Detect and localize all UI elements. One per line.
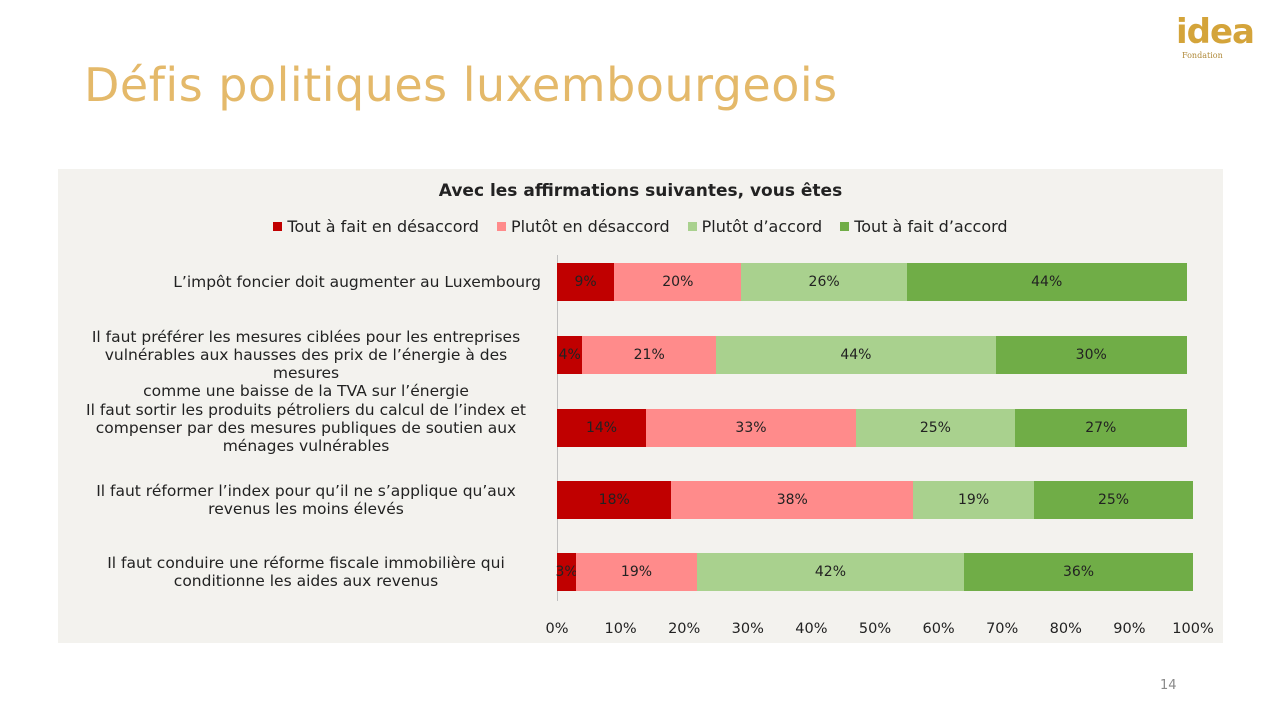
page-number: 14 [1160, 678, 1177, 693]
data-label: 20% [662, 274, 694, 290]
bar-segment: 25% [1034, 481, 1193, 519]
bar-segment: 19% [913, 481, 1034, 519]
data-label: 14% [585, 420, 618, 436]
legend-item: Plutôt en désaccord [496, 217, 670, 236]
data-label: 30% [1075, 347, 1107, 363]
bar-segment: 9% [557, 263, 615, 301]
data-label: 21% [633, 347, 665, 363]
data-label: 9% [574, 274, 597, 290]
legend-swatch [687, 222, 697, 231]
bar-segment: 26% [741, 263, 907, 301]
legend-swatch [273, 222, 283, 231]
category-label-line: Il faut conduire une réforme fiscale imm… [107, 554, 505, 572]
idea-logo: idea Fondation [1176, 14, 1266, 66]
category-label-line: revenus les moins élevés [208, 500, 404, 518]
logo-subtitle: Fondation [1182, 51, 1223, 60]
category-label-line: conditionne les aides aux revenus [173, 572, 439, 590]
legend-item: Tout à fait en désaccord [273, 217, 479, 236]
x-tick-label: 70% [986, 621, 1019, 637]
category-label-line: vulnérables aux hausses des prix de l’én… [104, 346, 508, 382]
bar-segment: 20% [614, 263, 742, 301]
x-tick-label: 80% [1049, 621, 1082, 637]
data-label: 4% [558, 347, 581, 363]
x-tick-label: 0% [545, 621, 569, 637]
data-label: 33% [735, 420, 767, 436]
chart-legend: Tout à fait en désaccord Plutôt en désacc… [58, 217, 1223, 236]
data-label: 38% [776, 492, 808, 508]
x-tick-label: 50% [858, 621, 892, 637]
slide-title: Défis politiques luxembourgeois [84, 58, 838, 112]
category-label: Il faut préférer les mesures ciblées pou… [71, 328, 541, 400]
data-label: 18% [598, 492, 630, 508]
category-label-line: ménages vulnérables [222, 437, 390, 455]
category-label: L’impôt foncier doit augmenter au Luxemb… [71, 273, 541, 291]
category-label: Il faut sortir les produits pétroliers d… [71, 401, 541, 455]
data-label: 44% [840, 347, 872, 363]
category-label: Il faut conduire une réforme fiscale imm… [71, 554, 541, 590]
legend-label: Plutôt en désaccord [510, 217, 670, 236]
category-label-line: comme une baisse de la TVA sur l’énergie [143, 382, 469, 400]
x-tick-label: 30% [731, 621, 764, 637]
category-label-line: compenser par des mesures publiques de s… [95, 419, 517, 437]
data-label: 25% [919, 420, 951, 436]
legend-item: Plutôt d’accord [687, 217, 823, 236]
bar-segment: 44% [716, 336, 996, 374]
category-label-line: Il faut préférer les mesures ciblées pou… [91, 328, 521, 346]
bar-segment: 19% [576, 553, 697, 591]
x-tick-label: 10% [604, 621, 637, 637]
x-tick-label: 60% [922, 621, 955, 637]
x-tick-label: 90% [1113, 621, 1146, 637]
data-label: 19% [958, 492, 990, 508]
data-label: 27% [1085, 420, 1117, 436]
data-label: 36% [1062, 564, 1095, 580]
legend-swatch [840, 222, 850, 231]
data-label: 19% [620, 564, 653, 580]
x-tick-label: 20% [668, 621, 701, 637]
bar-segment: 18% [557, 481, 672, 519]
legend-item: Tout à fait d’accord [840, 217, 1008, 236]
bar-segment: 33% [646, 409, 856, 447]
bar-segment: 21% [582, 336, 716, 374]
bar-segment: 4% [557, 336, 583, 374]
category-label: Il faut réformer l’index pour qu’il ne s… [71, 482, 541, 518]
bar-segment: 44% [906, 263, 1187, 301]
bar-segment: 30% [995, 336, 1187, 374]
x-tick-label: 100% [1172, 621, 1214, 637]
bar-segment: 3% [555, 553, 578, 591]
data-label: 3% [555, 564, 578, 580]
legend-label: Tout à fait d’accord [854, 217, 1008, 236]
bar-segment: 14% [557, 409, 647, 447]
data-label: 26% [808, 274, 840, 290]
category-label-line: Il faut réformer l’index pour qu’il ne s… [96, 482, 516, 500]
bar-segment: 38% [671, 481, 914, 519]
data-label: 25% [1097, 492, 1130, 508]
bar-segment: 27% [1014, 409, 1187, 447]
bar-segment: 25% [855, 409, 1015, 447]
chart-panel: Avec les affirmations suivantes, vous êt… [58, 169, 1223, 643]
logo-word: idea [1176, 12, 1255, 52]
legend-label: Plutôt d’accord [701, 217, 823, 236]
legend-swatch [496, 222, 506, 231]
chart-title: Avec les affirmations suivantes, vous êt… [438, 181, 843, 201]
data-label: 42% [814, 564, 847, 580]
category-label-line: Il faut sortir les produits pétroliers d… [86, 401, 526, 419]
data-label: 44% [1031, 274, 1063, 290]
bar-segment: 36% [964, 553, 1193, 591]
legend-label: Tout à fait en désaccord [287, 217, 479, 236]
bar-segment: 42% [696, 553, 965, 591]
x-tick-label: 40% [795, 621, 828, 637]
category-label-line: L’impôt foncier doit augmenter au Luxemb… [173, 273, 541, 291]
